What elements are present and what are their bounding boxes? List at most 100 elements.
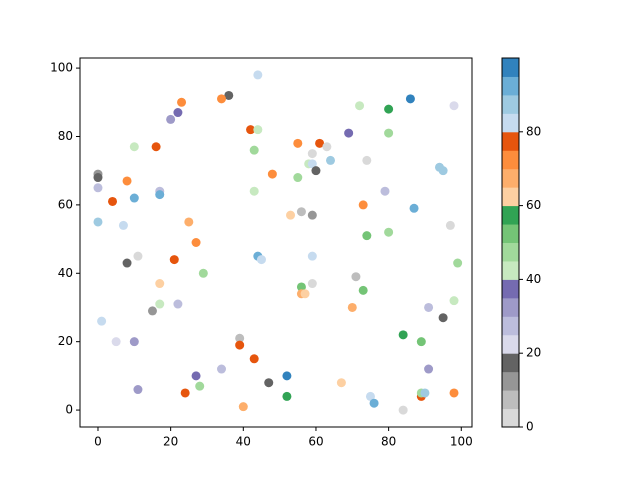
point	[249, 354, 259, 364]
x-tick-label: 100	[450, 435, 473, 449]
colorbar-bin	[502, 187, 519, 207]
colorbar-tick-label: 0	[526, 420, 534, 434]
point	[108, 196, 118, 206]
point	[133, 385, 143, 395]
point	[235, 340, 245, 350]
y-tick-label: 60	[58, 197, 73, 211]
point	[384, 128, 394, 138]
colorbar-bin	[502, 316, 519, 336]
point	[151, 142, 161, 152]
point	[344, 128, 354, 138]
colorbar-bin	[502, 131, 519, 151]
point	[358, 285, 368, 295]
colorbar-bin	[502, 150, 519, 170]
colorbar	[502, 58, 519, 428]
point	[405, 94, 415, 104]
colorbar-bin	[502, 334, 519, 354]
point	[365, 391, 375, 401]
point	[307, 210, 317, 220]
point	[362, 231, 372, 241]
point	[380, 186, 390, 196]
y-tick-label: 40	[58, 266, 73, 280]
point	[449, 101, 459, 111]
colorbar-bin	[502, 353, 519, 373]
y-tick-label: 80	[58, 129, 73, 143]
point	[173, 299, 183, 309]
plot-frame	[79, 57, 473, 428]
point	[122, 258, 132, 268]
point	[195, 381, 205, 391]
point	[166, 114, 176, 124]
point	[445, 220, 455, 230]
point	[173, 108, 183, 118]
point	[282, 371, 292, 381]
point	[293, 138, 303, 148]
point	[315, 138, 325, 148]
point	[282, 391, 292, 401]
point	[307, 279, 317, 289]
point	[253, 125, 263, 135]
point	[249, 145, 259, 155]
point	[129, 193, 139, 203]
point	[111, 337, 121, 347]
point	[118, 220, 128, 230]
point	[180, 388, 190, 398]
colorbar-bin	[502, 279, 519, 299]
point	[267, 169, 277, 179]
point	[384, 227, 394, 237]
point	[307, 159, 317, 169]
colorbar-tick-label: 40	[526, 272, 541, 286]
point	[424, 302, 434, 312]
point	[93, 173, 103, 183]
point	[249, 186, 259, 196]
point	[177, 97, 187, 107]
point	[307, 149, 317, 159]
x-tick-label: 20	[163, 435, 178, 449]
point	[296, 282, 306, 292]
colorbar-bin	[502, 242, 519, 262]
x-tick-label: 80	[381, 435, 396, 449]
colorbar-tick-label: 80	[526, 124, 541, 138]
point	[449, 296, 459, 306]
point	[133, 251, 143, 261]
point	[409, 203, 419, 213]
colorbar-bin	[502, 408, 519, 428]
point	[453, 258, 463, 268]
point	[336, 378, 346, 388]
point	[155, 299, 165, 309]
colorbar-tick-label: 20	[526, 346, 541, 360]
colorbar-bin	[502, 94, 519, 114]
point	[322, 142, 332, 152]
point	[311, 166, 321, 176]
point	[362, 155, 372, 165]
point	[155, 279, 165, 289]
point	[184, 217, 194, 227]
y-tick-label: 100	[50, 61, 73, 75]
colorbar-bin	[502, 58, 519, 77]
point	[198, 268, 208, 278]
colorbar-tick-label: 60	[526, 198, 541, 212]
point	[449, 388, 459, 398]
point	[122, 176, 132, 186]
point	[384, 104, 394, 114]
point	[253, 70, 263, 80]
point	[438, 313, 448, 323]
colorbar-bin	[502, 168, 519, 188]
point	[416, 337, 426, 347]
y-tick-label: 0	[65, 403, 73, 417]
y-tick-label: 20	[58, 334, 73, 348]
x-tick-label: 0	[94, 435, 102, 449]
point	[325, 155, 335, 165]
colorbar-bin	[502, 390, 519, 410]
point	[351, 272, 361, 282]
colorbar-bin	[502, 224, 519, 243]
x-tick-label: 60	[308, 435, 323, 449]
colorbar-frame	[501, 57, 520, 428]
point	[169, 255, 179, 265]
point	[235, 333, 245, 343]
point	[93, 217, 103, 227]
point	[191, 238, 201, 247]
point	[217, 94, 227, 104]
point	[97, 316, 107, 326]
